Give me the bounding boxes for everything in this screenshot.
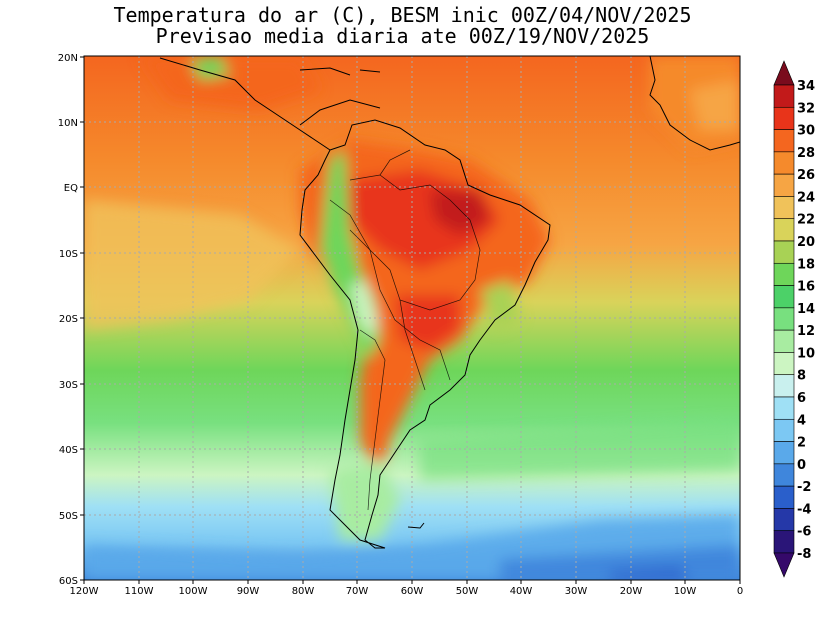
lon-label-40w: 40W <box>510 586 533 597</box>
south-america-coast <box>299 119 551 549</box>
colorbar-swatch <box>773 84 795 108</box>
colorbar-swatch <box>773 129 795 153</box>
colorbar-label: 18 <box>797 257 815 272</box>
lon-label-60w: 60W <box>401 586 424 597</box>
caribbean-coast <box>299 99 381 126</box>
colorbar-label: -6 <box>797 525 811 540</box>
colorbar-label: 28 <box>797 146 815 161</box>
lon-label-100w: 100W <box>179 586 208 597</box>
colorbar-arrow-bottom <box>773 552 795 578</box>
colorbar-swatch <box>773 285 795 309</box>
lat-label-50s: 50S <box>59 511 78 522</box>
lat-label-40s: 40S <box>59 445 78 456</box>
lon-label-90w: 90W <box>237 586 260 597</box>
lon-label-120w: 120W <box>70 586 99 597</box>
caribbean-islands <box>299 67 381 76</box>
lat-label-10s: 10S <box>59 249 78 260</box>
colorbar-swatch <box>773 463 795 487</box>
colorbar-swatch <box>773 307 795 331</box>
colorbar-label: 14 <box>797 302 815 317</box>
colorbar-swatch <box>773 396 795 420</box>
colorbar-label: 4 <box>797 413 806 428</box>
colorbar-swatch <box>773 151 795 175</box>
lat-label-60s: 60S <box>59 576 78 587</box>
colorbar-label: 12 <box>797 324 815 339</box>
colorbar-swatch <box>773 173 795 197</box>
grid-lines <box>84 56 740 580</box>
colorbar-label: 32 <box>797 101 815 116</box>
colorbar-label: 10 <box>797 346 815 361</box>
map-title-line1: Temperatura do ar (C), BESM inic 00Z/04/… <box>113 3 692 27</box>
colorbar-swatch <box>773 352 795 376</box>
lon-label-20w: 20W <box>620 586 643 597</box>
colorbar-label: 0 <box>797 458 806 473</box>
colorbar-label: -8 <box>797 547 811 562</box>
africa-coast <box>649 56 740 151</box>
colorbar-label: 16 <box>797 280 815 295</box>
colorbar-label: 22 <box>797 213 815 228</box>
colorbar-label: 8 <box>797 369 806 384</box>
colorbar-swatch <box>773 240 795 264</box>
lon-label-110w: 110W <box>125 586 154 597</box>
falklands <box>407 522 425 529</box>
temperature-field <box>84 56 740 580</box>
lon-label-0: 0 <box>737 586 743 597</box>
lon-label-70w: 70W <box>346 586 369 597</box>
longitude-axis: 120W 110W 100W 90W 80W 70W 60W 50W 40W 3… <box>70 580 743 597</box>
colorbar-label: 2 <box>797 436 806 451</box>
colorbar-swatch <box>773 441 795 465</box>
map-title-line2: Previsao media diaria ate 00Z/19/NOV/202… <box>155 24 650 48</box>
colorbar-swatch <box>773 262 795 286</box>
colorbar-label: -4 <box>797 502 811 517</box>
lat-label-eq: EQ <box>64 183 78 194</box>
lon-label-50w: 50W <box>456 586 479 597</box>
colorbar-swatch <box>773 508 795 532</box>
colorbar-label: 20 <box>797 235 815 250</box>
latitude-axis: 20N 10N EQ 10S 20S 30S 40S 50S 60S <box>58 53 84 587</box>
colorbar-swatch <box>773 374 795 398</box>
lat-label-30s: 30S <box>59 380 78 391</box>
lat-label-20n: 20N <box>58 53 78 64</box>
colorbar-label: -2 <box>797 480 811 495</box>
colorbar-label: 26 <box>797 168 815 183</box>
colorbar-swatch <box>773 485 795 509</box>
colorbar-label: 34 <box>797 79 815 94</box>
central-america-coast <box>159 57 331 151</box>
colorbar-swatch <box>773 329 795 353</box>
lon-label-30w: 30W <box>565 586 588 597</box>
lat-label-20s: 20S <box>59 314 78 325</box>
colorbar-label: 6 <box>797 391 806 406</box>
colorbar-swatch <box>773 196 795 220</box>
coastlines <box>159 56 740 549</box>
lat-label-10n: 10N <box>58 118 78 129</box>
colorbar-label: 24 <box>797 190 815 205</box>
colorbar-label: 30 <box>797 124 815 139</box>
colorbar-arrow-top <box>773 60 795 86</box>
country-borders <box>329 149 481 511</box>
colorbar-swatch <box>773 418 795 442</box>
lon-label-10w: 10W <box>674 586 697 597</box>
colorbar-swatch <box>773 530 795 554</box>
lon-label-80w: 80W <box>292 586 315 597</box>
colorbar-swatch <box>773 218 795 242</box>
colorbar-swatch <box>773 106 795 130</box>
